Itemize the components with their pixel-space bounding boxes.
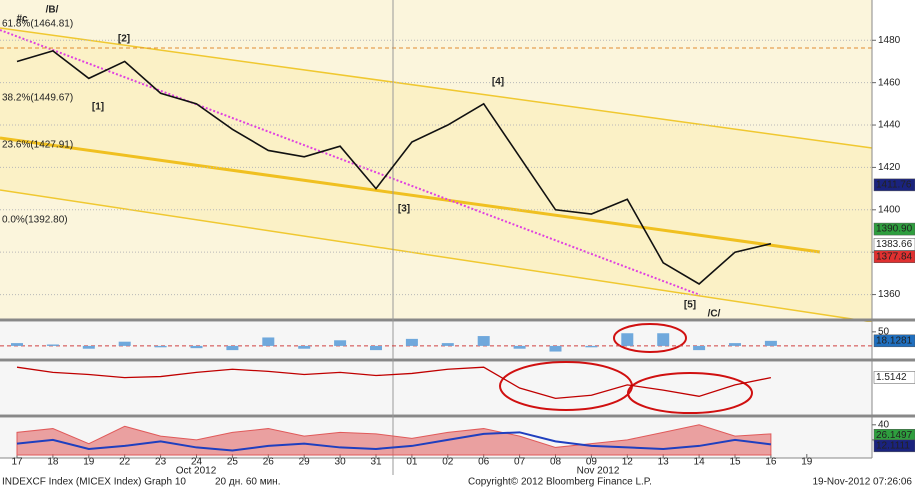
- price-line: [16, 366, 772, 400]
- price-label: 1377.84: [876, 251, 913, 262]
- footer-source: INDEXCF Index (MICEX Index) Graph 10: [2, 477, 186, 488]
- x-tick-label: 24: [191, 457, 203, 468]
- highlight-ellipse: [627, 372, 753, 414]
- bar: [370, 345, 382, 351]
- y-tick-label: 1440: [878, 120, 901, 131]
- price-line: [16, 49, 772, 285]
- x-tick-label: 19: [83, 457, 95, 468]
- x-tick-label: 30: [335, 457, 347, 468]
- x-tick-label: 07: [514, 457, 526, 468]
- price-label-box: [873, 371, 915, 384]
- price-label: 26.1497: [876, 430, 913, 441]
- bar: [154, 345, 167, 348]
- price-label: 1390.90: [876, 224, 913, 235]
- x-group-label: Nov 2012: [577, 466, 620, 477]
- price-label: 1.5142: [876, 372, 907, 383]
- bar: [549, 345, 562, 352]
- x-tick-label: 14: [694, 457, 706, 468]
- x-tick-label: 01: [406, 457, 418, 468]
- price-label: 1383.66: [876, 239, 913, 250]
- highlight-ellipse: [613, 323, 687, 353]
- fib-label: 0.0%(1392.80): [2, 215, 68, 226]
- y-tick-label: 50: [878, 326, 890, 337]
- x-tick-label: 29: [299, 457, 311, 468]
- price-label-box: [873, 238, 915, 251]
- bar: [405, 338, 418, 346]
- footer-interval: 20 дн. 60 мин.: [215, 477, 280, 488]
- wave-annotation: /C/: [708, 309, 721, 320]
- x-tick-label: 12: [622, 457, 634, 468]
- wave-annotation: /B/: [46, 5, 59, 16]
- x-tick-label: 23: [155, 457, 167, 468]
- price-label-box: [873, 178, 915, 192]
- x-tick-label: 08: [550, 457, 562, 468]
- x-tick-label: 15: [729, 457, 741, 468]
- bar: [11, 343, 23, 346]
- price-label-box: [873, 439, 915, 453]
- bar: [262, 337, 275, 346]
- price-label: 12.1111: [876, 440, 910, 451]
- indicator-panel: [0, 322, 872, 358]
- price-label: 18.1281: [876, 335, 913, 346]
- channel-mid: [0, 136, 821, 254]
- x-tick-label: 17: [11, 457, 23, 468]
- price-label-box: [873, 334, 915, 348]
- indicator-line: [16, 431, 772, 452]
- bar: [334, 340, 347, 346]
- price-label: 1411.76: [876, 180, 912, 191]
- x-group-label: Oct 2012: [176, 466, 217, 477]
- footer-copyright: Copyright© 2012 Bloomberg Finance L.P.: [468, 477, 652, 488]
- y-tick-label: 40: [878, 419, 890, 430]
- bar: [693, 345, 706, 351]
- bar: [298, 345, 311, 349]
- x-tick-label: 18: [47, 457, 59, 468]
- y-tick-label: 1420: [878, 162, 901, 173]
- x-tick-label: 09: [586, 457, 598, 468]
- bar: [657, 333, 670, 346]
- y-tick-label: 1460: [878, 77, 901, 88]
- bar: [190, 345, 203, 349]
- x-tick-label: 26: [263, 457, 275, 468]
- bar: [226, 345, 239, 351]
- wave-annotation: [2]: [118, 34, 130, 45]
- wave-line: [0, 29, 701, 296]
- bar: [621, 333, 634, 346]
- channel-fill: [0, 28, 872, 322]
- x-tick-label: 06: [478, 457, 490, 468]
- x-tick-label: 22: [119, 457, 131, 468]
- bar: [46, 344, 59, 346]
- fib-label: 61.8%(1464.81): [2, 19, 73, 30]
- bar: [585, 345, 598, 348]
- bar: [477, 336, 490, 346]
- price-label-box: [873, 250, 915, 264]
- x-tick-label: 25: [227, 457, 239, 468]
- channel-upper: [0, 27, 873, 149]
- bar: [441, 343, 454, 346]
- bar: [764, 340, 777, 346]
- wave-annotation: [1]: [92, 102, 104, 113]
- bar: [729, 343, 741, 346]
- price-label-box: [873, 222, 915, 236]
- x-tick-label: 13: [658, 457, 670, 468]
- x-tick-label: 02: [442, 457, 454, 468]
- channel-lower: [0, 189, 873, 323]
- y-tick-label: 1360: [878, 289, 901, 300]
- bar: [118, 341, 131, 346]
- wave-annotation: [3]: [398, 204, 410, 215]
- indicator-panel: [0, 362, 872, 414]
- y-tick-label: 1480: [878, 35, 901, 46]
- footer-timestamp: 19-Nov-2012 07:26:06: [812, 477, 912, 488]
- wave-annotation: [5]: [684, 300, 696, 311]
- y-tick-label: 1400: [878, 204, 901, 215]
- fib-label: 23.6%(1427.91): [2, 140, 73, 151]
- x-tick-label: 31: [370, 457, 382, 468]
- wave-annotation: #c: [16, 14, 28, 25]
- wave-annotation: [4]: [492, 77, 504, 88]
- x-tick-label: 19: [801, 457, 813, 468]
- bar: [82, 345, 95, 349]
- x-tick-label: 16: [765, 457, 777, 468]
- fib-label: 38.2%(1449.67): [2, 93, 73, 104]
- bar: [513, 345, 526, 349]
